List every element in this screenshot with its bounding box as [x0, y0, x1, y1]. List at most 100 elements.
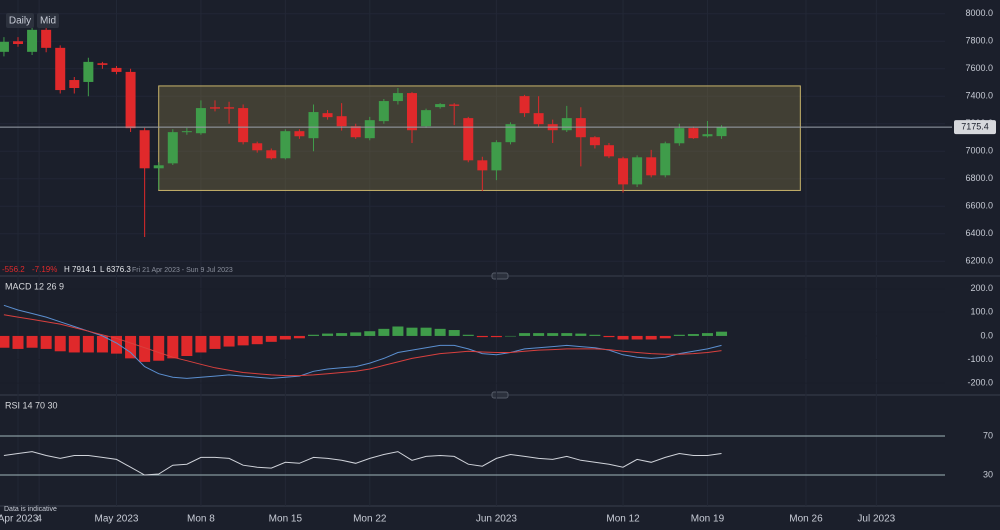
macd-histogram-bar	[181, 335, 193, 356]
macd-histogram-bar	[223, 335, 235, 347]
macd-histogram-bar	[716, 331, 728, 336]
candle-body	[702, 134, 713, 137]
macd-histogram-bar	[673, 334, 685, 336]
macd-histogram-bar	[434, 328, 446, 336]
range-zone	[158, 85, 801, 191]
candle-body	[280, 131, 291, 159]
y-tick-label: -100.0	[967, 354, 993, 364]
macd-histogram-bar	[378, 328, 390, 336]
indicator-line	[3, 314, 722, 377]
price-type-button-label[interactable]: Mid	[40, 16, 56, 27]
macd-histogram-bar	[659, 335, 671, 339]
candle-body	[252, 143, 263, 151]
indicator-title: MACD 12 26 9	[5, 281, 64, 291]
macd-histogram-bar	[293, 335, 305, 339]
candle-body	[209, 107, 220, 109]
last-price-label: 7175.4	[961, 122, 989, 132]
candle-body	[125, 71, 136, 129]
macd-histogram-bar	[12, 335, 24, 349]
macd-histogram-bar	[561, 333, 573, 336]
candle-body	[378, 101, 389, 122]
candle-body	[491, 142, 502, 171]
macd-histogram-bar	[476, 335, 488, 338]
candle-body	[322, 113, 333, 118]
candle-body	[139, 130, 150, 169]
macd-histogram-bar	[504, 335, 516, 337]
macd-histogram-bar	[575, 333, 587, 336]
candle-body	[674, 128, 685, 144]
candle-body	[13, 41, 24, 44]
macd-histogram-bar	[54, 335, 66, 352]
macd-histogram-bar	[40, 335, 52, 349]
macd-histogram-bar	[195, 335, 207, 353]
x-tick-label: Mon 12	[606, 514, 640, 525]
macd-histogram-bar	[603, 335, 615, 338]
candle-body	[83, 61, 94, 82]
candle-body	[533, 113, 544, 125]
candle-body	[195, 108, 206, 134]
candle-body	[519, 96, 530, 114]
macd-histogram-bar	[251, 335, 263, 345]
candle-body	[716, 127, 727, 137]
macd-histogram-bar	[82, 335, 94, 353]
panel-resize-handle[interactable]	[491, 391, 509, 399]
x-tick-label: Mon 22	[353, 514, 387, 525]
y-tick-label: 7600.0	[965, 63, 993, 73]
candle-body	[167, 132, 178, 164]
ohlc-stat: Fri 21 Apr 2023 - Sun 9 Jul 2023	[132, 267, 233, 274]
candle-body	[406, 93, 417, 131]
macd-histogram-bar	[350, 332, 362, 336]
macd-histogram-bar	[406, 327, 418, 336]
y-tick-label: 100.0	[970, 307, 993, 317]
candle-body	[27, 29, 38, 52]
y-tick-label: 0.0	[980, 330, 993, 340]
macd-histogram-bar	[0, 335, 10, 348]
interval-button-label[interactable]: Daily	[9, 16, 31, 27]
candle-body	[561, 118, 572, 131]
candle-body	[660, 143, 671, 176]
macd-histogram-bar	[589, 334, 601, 336]
candle-body	[41, 29, 52, 48]
y-tick-label: 30	[983, 469, 993, 479]
price-type-button[interactable]	[37, 13, 59, 28]
candle-body	[294, 131, 305, 137]
y-tick-label: -200.0	[967, 378, 993, 388]
candle-body	[421, 110, 432, 127]
macd-histogram-bar	[96, 335, 108, 353]
y-tick-label: 70	[983, 430, 993, 440]
macd-histogram-bar	[265, 335, 277, 342]
candle-body	[111, 67, 122, 72]
y-tick-label: 7800.0	[965, 36, 993, 46]
candle-body	[55, 47, 66, 91]
candle-body	[224, 107, 235, 109]
candle-body	[0, 41, 9, 52]
macd-histogram-bar	[462, 334, 474, 336]
x-tick-label: Jul 2023	[857, 514, 895, 525]
candle-body	[308, 112, 319, 139]
macd-histogram-bar	[420, 327, 432, 336]
y-tick-label: 7400.0	[965, 91, 993, 101]
indicator-line	[3, 451, 722, 476]
candle-body	[97, 63, 108, 65]
y-tick-label: 200.0	[970, 283, 993, 293]
macd-histogram-bar	[167, 335, 179, 359]
macd-histogram-bar	[645, 335, 657, 340]
candle-body	[181, 131, 192, 133]
candle-body	[632, 157, 643, 185]
x-tick-label: 4	[36, 514, 42, 525]
y-tick-label: 6800.0	[965, 173, 993, 183]
macd-histogram-bar	[322, 333, 334, 336]
macd-histogram-bar	[687, 334, 699, 336]
x-tick-label: Mon 15	[269, 514, 303, 525]
panel-resize-handle[interactable]	[491, 272, 509, 280]
candle-body	[153, 165, 164, 169]
interval-button[interactable]	[6, 13, 34, 28]
macd-histogram-bar	[392, 326, 404, 336]
candle-body	[392, 93, 403, 102]
x-tick-label: Mon 8	[187, 514, 215, 525]
macd-histogram-bar	[125, 335, 137, 359]
candle-body	[449, 104, 460, 106]
